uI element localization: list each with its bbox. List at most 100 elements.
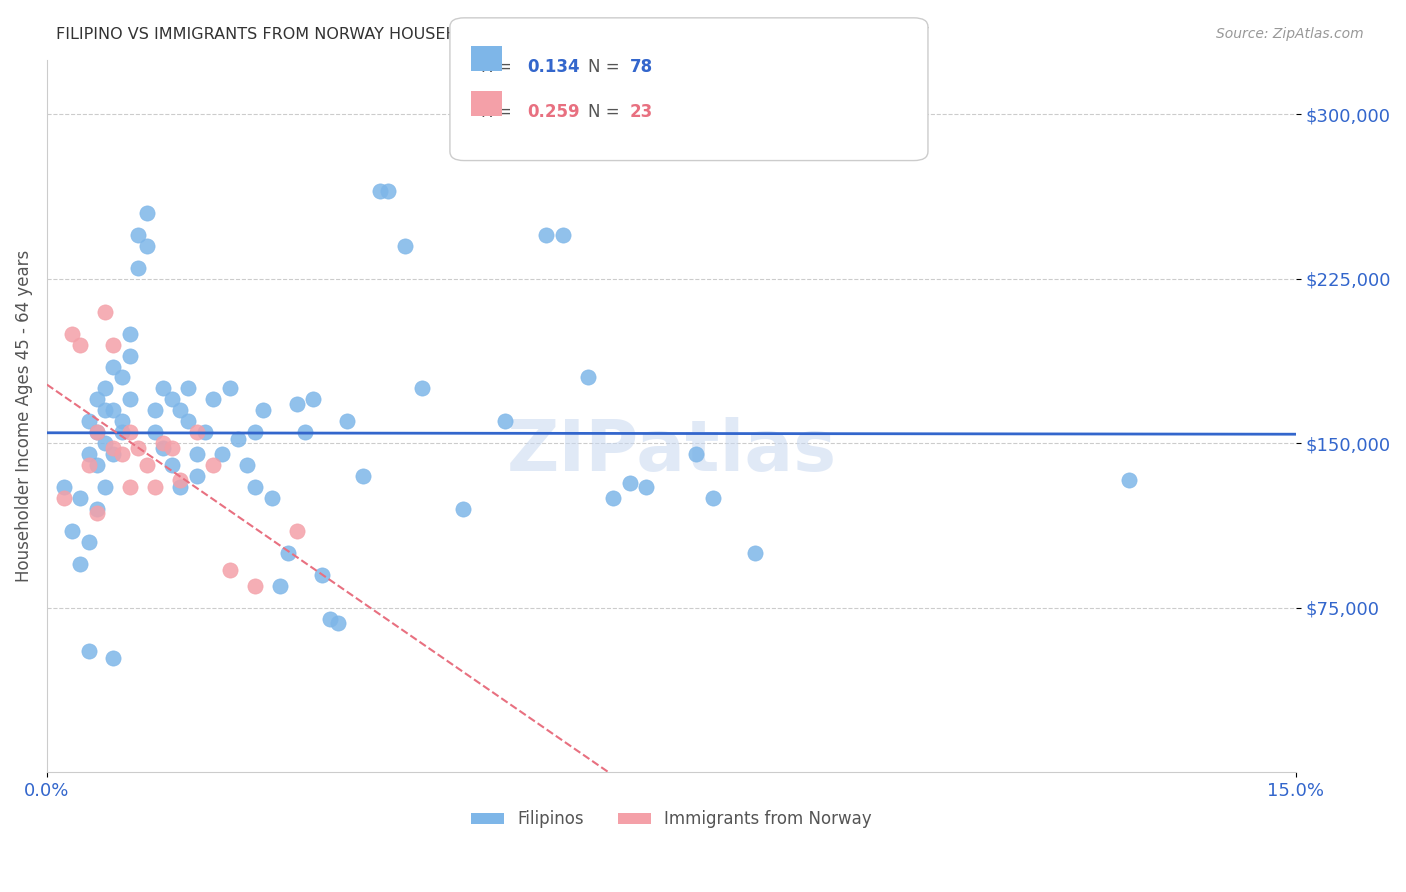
Point — [328, 615, 350, 630]
Point — [94, 436, 117, 450]
Point — [1118, 474, 1140, 488]
Point — [219, 563, 242, 577]
Point — [52, 480, 75, 494]
Text: FILIPINO VS IMMIGRANTS FROM NORWAY HOUSEHOLDER INCOME AGES 45 - 64 YEARS CORRELA: FILIPINO VS IMMIGRANTS FROM NORWAY HOUSE… — [56, 27, 928, 42]
Point — [352, 469, 374, 483]
Point — [451, 502, 474, 516]
Point — [336, 414, 359, 428]
Point — [94, 381, 117, 395]
Point — [277, 546, 299, 560]
Legend: Filipinos, Immigrants from Norway: Filipinos, Immigrants from Norway — [464, 804, 879, 835]
Point — [77, 458, 100, 472]
Text: 78: 78 — [630, 58, 652, 76]
Point — [69, 557, 91, 571]
Point — [194, 425, 217, 440]
Point — [702, 491, 724, 505]
Point — [494, 414, 516, 428]
Y-axis label: Householder Income Ages 45 - 64 years: Householder Income Ages 45 - 64 years — [15, 250, 32, 582]
Point — [411, 381, 433, 395]
Point — [103, 447, 125, 461]
Point — [377, 184, 399, 198]
Point — [94, 403, 117, 417]
Point — [536, 227, 558, 242]
Point — [86, 502, 108, 516]
Point — [152, 436, 174, 450]
Point — [127, 260, 149, 275]
Point — [744, 546, 766, 560]
Point — [120, 392, 142, 407]
Point — [143, 480, 166, 494]
Point — [86, 425, 108, 440]
Point — [103, 337, 125, 351]
Point — [127, 441, 149, 455]
Point — [551, 227, 574, 242]
Point — [160, 392, 183, 407]
Point — [186, 469, 208, 483]
Point — [294, 425, 316, 440]
Point — [243, 480, 266, 494]
Point — [368, 184, 391, 198]
Point — [60, 524, 83, 538]
Point — [269, 579, 291, 593]
Point — [260, 491, 283, 505]
Point — [285, 397, 308, 411]
Point — [103, 651, 125, 665]
Point — [243, 579, 266, 593]
Point — [94, 480, 117, 494]
Point — [86, 425, 108, 440]
Point — [86, 458, 108, 472]
Point — [120, 349, 142, 363]
Point — [202, 392, 225, 407]
Text: 0.134: 0.134 — [527, 58, 579, 76]
Point — [103, 441, 125, 455]
Point — [302, 392, 325, 407]
Text: 23: 23 — [630, 103, 654, 120]
Point — [60, 326, 83, 341]
Point — [619, 475, 641, 490]
Point — [111, 370, 134, 384]
Point — [77, 447, 100, 461]
Point — [169, 474, 191, 488]
Text: N =: N = — [588, 58, 624, 76]
Text: ZIPatlas: ZIPatlas — [506, 417, 837, 486]
Point — [77, 534, 100, 549]
Point — [177, 414, 200, 428]
Point — [319, 611, 342, 625]
Point — [127, 227, 149, 242]
Text: R =: R = — [481, 103, 517, 120]
Point — [202, 458, 225, 472]
Point — [120, 480, 142, 494]
Point — [77, 644, 100, 658]
Point — [94, 304, 117, 318]
Point — [636, 480, 658, 494]
Point — [602, 491, 624, 505]
Point — [152, 381, 174, 395]
Point — [111, 414, 134, 428]
Point — [243, 425, 266, 440]
Point — [135, 458, 157, 472]
Point — [86, 507, 108, 521]
Text: Source: ZipAtlas.com: Source: ZipAtlas.com — [1216, 27, 1364, 41]
Point — [143, 403, 166, 417]
Text: R =: R = — [481, 58, 517, 76]
Text: N =: N = — [588, 103, 624, 120]
Point — [685, 447, 707, 461]
Point — [69, 337, 91, 351]
Point — [77, 414, 100, 428]
Point — [285, 524, 308, 538]
Point — [52, 491, 75, 505]
Point — [177, 381, 200, 395]
Point — [186, 425, 208, 440]
Point — [86, 392, 108, 407]
Point — [394, 239, 416, 253]
Point — [120, 326, 142, 341]
Point — [576, 370, 599, 384]
Point — [135, 239, 157, 253]
Point — [111, 447, 134, 461]
Point — [311, 567, 333, 582]
Point — [143, 425, 166, 440]
Point — [111, 425, 134, 440]
Point — [252, 403, 274, 417]
Point — [219, 381, 242, 395]
Point — [69, 491, 91, 505]
